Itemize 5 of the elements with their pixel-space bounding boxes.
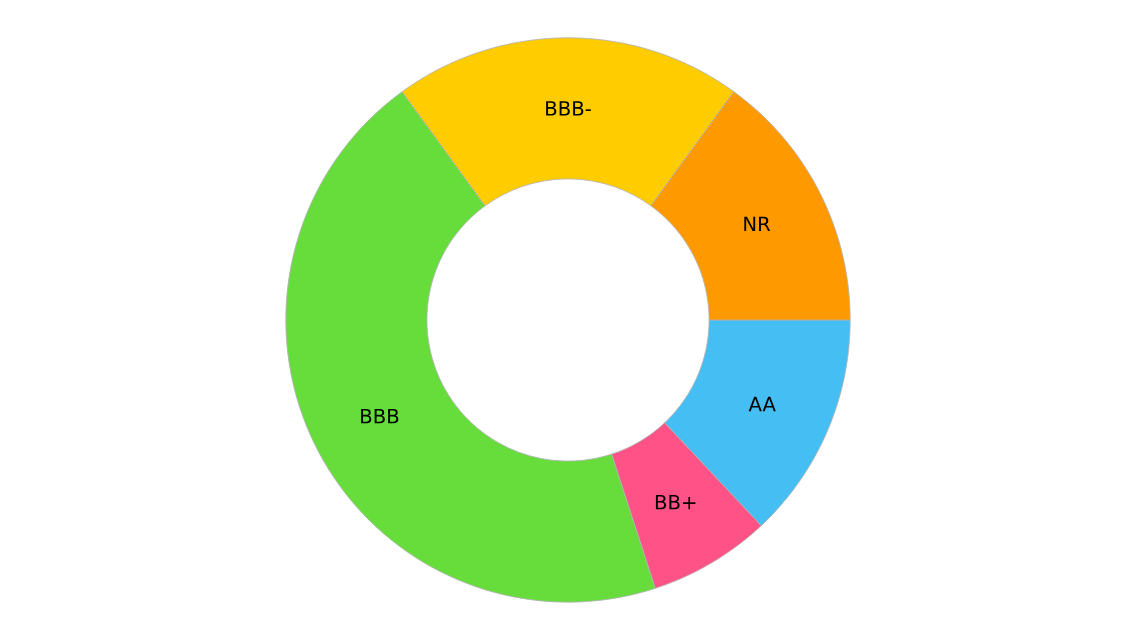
- slice-label: AA: [748, 396, 776, 412]
- slice-label: NR: [744, 216, 771, 232]
- slice-label: BBB: [361, 408, 399, 424]
- slice-label: BB+: [655, 494, 696, 510]
- slice-label: BBB-: [546, 101, 591, 116]
